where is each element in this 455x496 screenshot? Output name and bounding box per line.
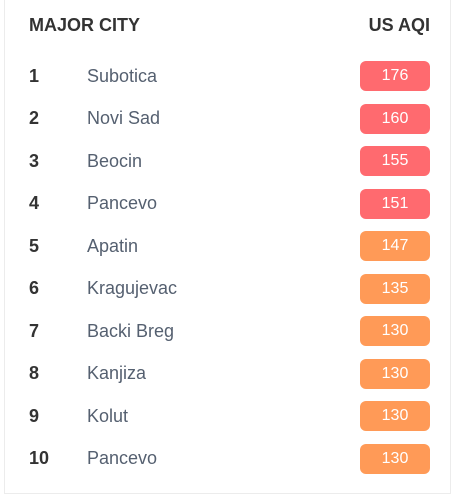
- major-city-column-header: MAJOR CITY: [29, 14, 141, 35]
- city-name[interactable]: Kolut: [87, 405, 129, 426]
- city-name[interactable]: Kragujevac: [87, 278, 178, 299]
- city-row[interactable]: 7 Backi Breg 130: [29, 310, 430, 353]
- city-ranking-list: 1 Subotica 176 2 Novi Sad 160 3 Beocin 1…: [29, 55, 430, 480]
- city-name[interactable]: Apatin: [87, 235, 139, 256]
- aqi-badge: 176: [360, 61, 430, 92]
- rank-number: 9: [29, 405, 40, 426]
- aqi-ranking-panel: MAJOR CITY US AQI 1 Subotica 176 2 Novi …: [4, 0, 451, 494]
- city-row[interactable]: 6 Kragujevac 135: [29, 268, 430, 311]
- aqi-badge: 160: [360, 103, 430, 134]
- rank-number: 8: [29, 363, 40, 384]
- city-name[interactable]: Pancevo: [87, 193, 158, 214]
- city-name[interactable]: Backi Breg: [87, 320, 175, 341]
- aqi-badge: 151: [360, 188, 430, 219]
- city-name[interactable]: Subotica: [87, 65, 158, 86]
- aqi-badge: 155: [360, 146, 430, 177]
- aqi-badge: 135: [360, 273, 430, 304]
- city-name[interactable]: Beocin: [87, 150, 143, 171]
- city-name[interactable]: Novi Sad: [87, 108, 161, 129]
- us-aqi-column-header: US AQI: [368, 14, 430, 35]
- rank-number: 1: [29, 65, 40, 86]
- city-row[interactable]: 3 Beocin 155: [29, 140, 430, 183]
- rank-number: 3: [29, 150, 40, 171]
- city-row[interactable]: 1 Subotica 176: [29, 55, 430, 98]
- rank-number: 5: [29, 235, 40, 256]
- city-row[interactable]: 2 Novi Sad 160: [29, 98, 430, 141]
- city-row[interactable]: 5 Apatin 147: [29, 225, 430, 268]
- rank-number: 2: [29, 108, 40, 129]
- city-row[interactable]: 10 Pancevo 130: [29, 438, 430, 481]
- city-name[interactable]: Kanjiza: [87, 363, 147, 384]
- city-name[interactable]: Pancevo: [87, 448, 158, 469]
- aqi-badge: 130: [360, 443, 430, 474]
- aqi-badge: 130: [360, 316, 430, 347]
- city-row[interactable]: 4 Pancevo 151: [29, 183, 430, 226]
- aqi-badge: 130: [360, 401, 430, 432]
- ranking-header: MAJOR CITY US AQI: [29, 13, 430, 37]
- rank-number: 4: [29, 193, 40, 214]
- aqi-badge: 147: [360, 231, 430, 262]
- city-row[interactable]: 9 Kolut 130: [29, 395, 430, 438]
- rank-number: 7: [29, 320, 40, 341]
- rank-number: 6: [29, 278, 40, 299]
- city-row[interactable]: 8 Kanjiza 130: [29, 353, 430, 396]
- rank-number: 10: [29, 448, 50, 469]
- aqi-badge: 130: [360, 358, 430, 389]
